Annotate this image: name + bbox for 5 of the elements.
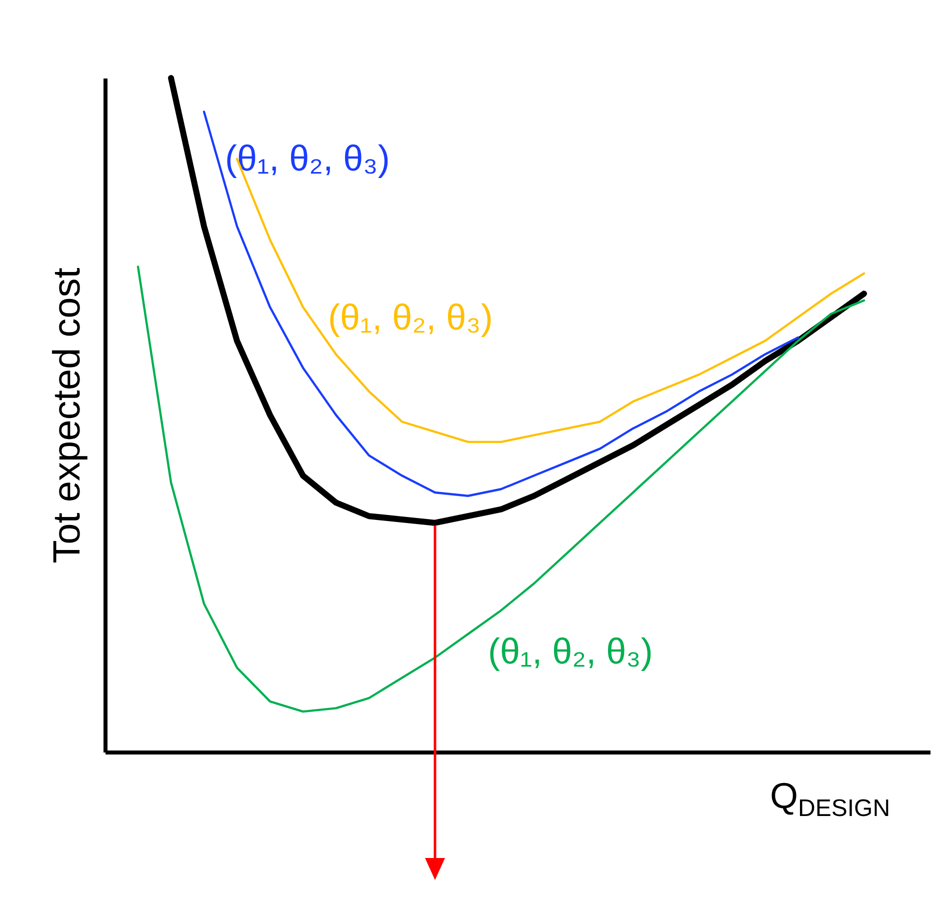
series-label: (θ₁, θ₂, θ₃) xyxy=(328,296,493,338)
series-label: (θ₁, θ₂, θ₃) xyxy=(225,137,390,178)
x-axis-title: Q$_{DESIGN}$ xyxy=(770,775,890,824)
series-label: (θ₁, θ₂, θ₃) xyxy=(488,630,653,672)
y-axis-title: Tot expected cost xyxy=(46,267,88,564)
